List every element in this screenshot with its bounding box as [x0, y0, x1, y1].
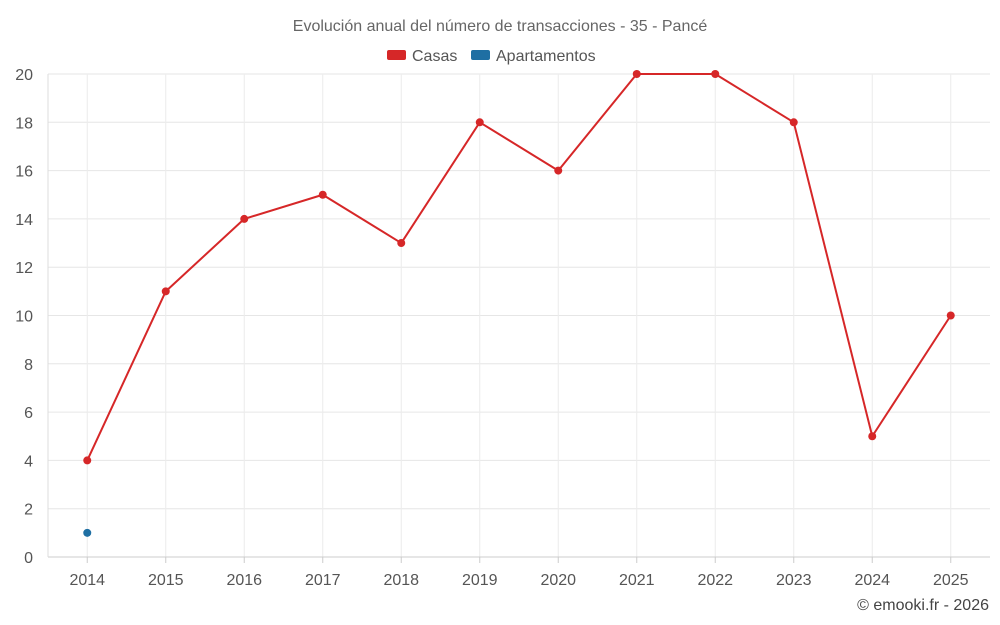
- x-tick-label: 2025: [933, 572, 969, 589]
- y-tick-label: 0: [24, 550, 33, 567]
- x-tick-label: 2021: [619, 572, 655, 589]
- x-tick-label: 2014: [69, 572, 105, 589]
- data-point-casas: [397, 239, 406, 248]
- y-tick-label: 14: [15, 212, 33, 229]
- credit-text: © emooki.fr - 2026: [857, 597, 989, 614]
- data-point-casas: [789, 118, 798, 127]
- x-tick-label: 2023: [776, 572, 812, 589]
- x-tick-label: 2024: [854, 572, 890, 589]
- data-point-apartamentos: [83, 528, 92, 537]
- legend-swatch-apartamentos: [471, 50, 490, 60]
- legend-label-casas: Casas: [412, 48, 457, 65]
- y-tick-label: 2: [24, 502, 33, 519]
- x-axis-ticks: 2014 2015 2016 2017 2018 2019 2020 2021 2022 2023…: [69, 572, 968, 589]
- x-tick-label: 2015: [148, 572, 184, 589]
- y-tick-label: 18: [15, 115, 33, 132]
- grid: [48, 73, 990, 557]
- legend-label-apartamentos: Apartamentos: [496, 48, 596, 65]
- data-point-casas: [475, 118, 484, 127]
- y-tick-label: 16: [15, 164, 33, 181]
- axes: [47, 74, 990, 563]
- y-tick-label: 10: [15, 309, 33, 326]
- data-point-casas: [240, 214, 249, 223]
- data-point-casas: [632, 70, 641, 78]
- legend: Casas Apartamentos: [387, 48, 596, 65]
- y-tick-label: 4: [24, 453, 33, 470]
- x-tick-label: 2016: [226, 572, 262, 589]
- data-point-casas: [83, 456, 92, 465]
- data-point-casas: [318, 190, 327, 199]
- data-point-casas: [161, 287, 170, 296]
- data-point-casas: [868, 432, 877, 441]
- series-line-casas: [86, 73, 952, 461]
- legend-swatch-casas: [387, 50, 406, 60]
- x-tick-label: 2020: [540, 572, 576, 589]
- chart-title: Evolución anual del número de transaccio…: [293, 18, 708, 35]
- x-tick-label: 2018: [383, 572, 419, 589]
- data-point-casas: [554, 166, 563, 175]
- data-point-casas: [946, 311, 955, 320]
- x-tick-label: 2019: [462, 572, 498, 589]
- data-point-casas: [711, 70, 720, 78]
- y-tick-label: 6: [24, 405, 33, 422]
- x-tick-label: 2022: [697, 572, 733, 589]
- y-tick-label: 8: [24, 357, 33, 374]
- series-layer: [83, 70, 955, 537]
- y-axis-ticks: 0 2 4 6 8 10 12 14 16 18 20: [15, 67, 33, 567]
- y-tick-label: 20: [15, 67, 33, 84]
- y-tick-label: 12: [15, 260, 33, 277]
- x-tick-label: 2017: [305, 572, 341, 589]
